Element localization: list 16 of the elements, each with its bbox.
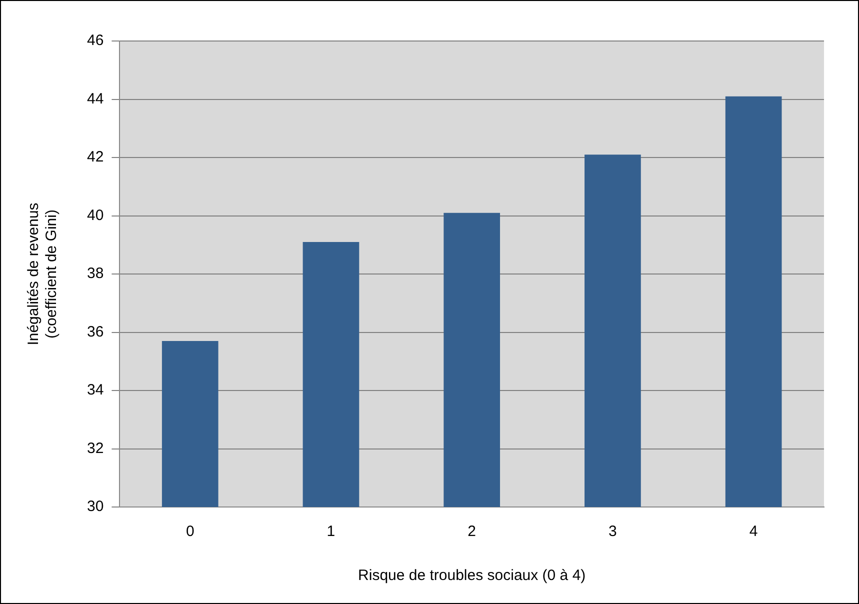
y-tick-label: 40 — [86, 206, 104, 224]
y-tick-label: 34 — [86, 382, 104, 399]
y-tick-label: 32 — [86, 440, 104, 457]
x-tick-label: 2 — [468, 523, 476, 540]
x-tick-label: 3 — [608, 523, 617, 540]
y-tick-label: 38 — [86, 265, 104, 282]
x-axis-title: Risque de troubles sociaux (0 à 4) — [358, 567, 586, 584]
y-axis-title: Inégalités de revenus (coefficient de Gini) — [25, 202, 60, 346]
y-tick-label: 30 — [86, 498, 104, 516]
y-tick-label: 36 — [86, 323, 104, 340]
x-tick-label: 0 — [186, 523, 194, 540]
x-tick-label: 4 — [749, 523, 758, 540]
y-tick-label: 42 — [86, 148, 104, 166]
y-tick-label: 44 — [86, 90, 104, 108]
y-tick-label: 46 — [86, 32, 104, 50]
x-tick-label: 1 — [326, 523, 336, 540]
